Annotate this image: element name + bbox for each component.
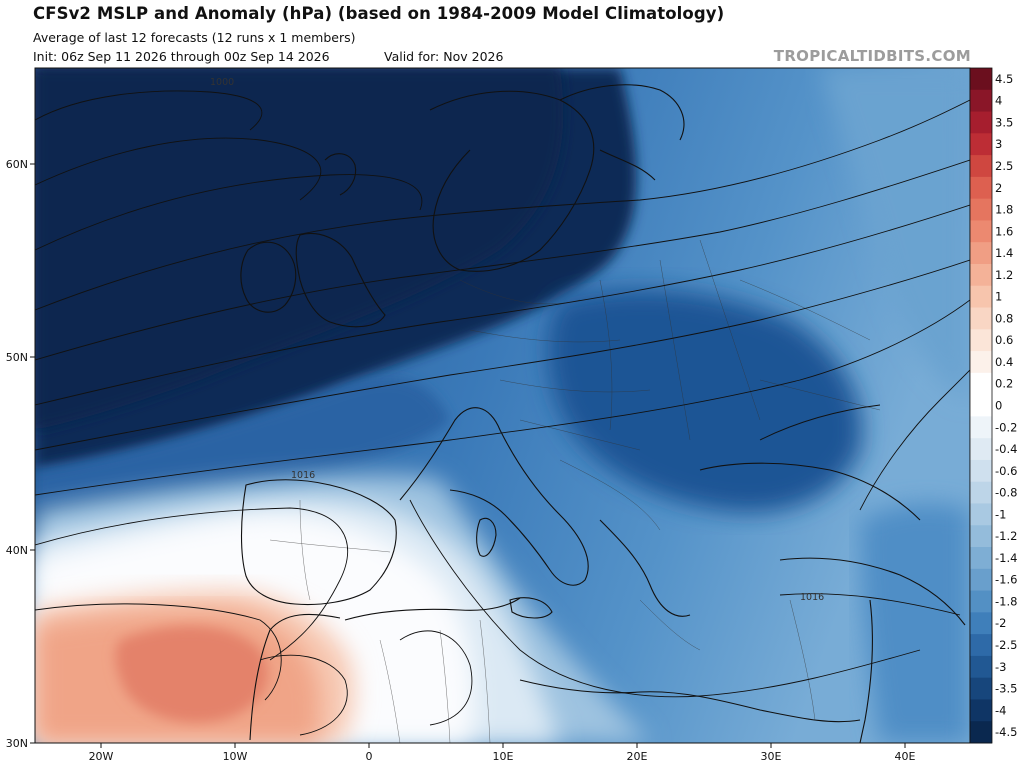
colorbar-label: -4.5: [995, 725, 1017, 739]
colorbar-label: -1.2: [995, 529, 1017, 543]
colorbar-label: 1.8: [995, 203, 1013, 217]
colorbar-label: -4: [995, 703, 1006, 717]
colorbar-label: 4: [995, 94, 1002, 108]
colorbar-label: -3.5: [995, 682, 1017, 696]
lat-label-50n: 50N: [6, 351, 28, 364]
colorbar-swatch: [970, 263, 992, 287]
colorbar-swatch: [970, 503, 992, 526]
colorbar-label: -2: [995, 616, 1006, 630]
colorbar-label: -1: [995, 507, 1006, 521]
colorbar-label: 3: [995, 137, 1002, 151]
lon-label-20e: 20E: [627, 750, 648, 763]
colorbar-swatch: [970, 525, 992, 548]
colorbar-swatch: [970, 155, 992, 178]
lat-label-40n: 40N: [6, 544, 28, 557]
colorbar-label: -1.8: [995, 594, 1017, 608]
lon-label-30e: 30E: [761, 750, 782, 763]
colorbar-label: -2.5: [995, 638, 1017, 652]
lat-label-60n: 60N: [6, 158, 28, 171]
colorbar-label: 4.5: [995, 72, 1013, 86]
colorbar-swatch: [970, 547, 992, 570]
colorbar-swatch: [970, 481, 992, 504]
colorbar-swatch: [970, 612, 992, 635]
admin-borders: [269, 239, 881, 743]
isobars: [35, 90, 970, 736]
colorbar-swatch: [970, 372, 992, 396]
isobar-label-1000: 1000: [210, 77, 234, 88]
colorbar-label: 0: [995, 399, 1002, 413]
colorbar-swatch: [970, 699, 992, 722]
colorbar-swatch: [970, 438, 992, 461]
colorbar-swatch: [970, 351, 992, 374]
colorbar-swatch: [970, 89, 992, 113]
colorbar-swatch: [970, 677, 992, 700]
colorbar-label: 1.6: [995, 224, 1013, 238]
lon-label-10w: 10W: [223, 750, 248, 763]
colorbar-label: 0.8: [995, 311, 1013, 325]
colorbar-swatch: [970, 307, 992, 330]
chart-subtitle: Average of last 12 forecasts (12 runs x …: [33, 30, 356, 45]
lon-label-10e: 10E: [493, 750, 514, 763]
colorbar-swatch: [970, 634, 992, 657]
coastlines: [240, 84, 966, 743]
colorbar-label: 0.2: [995, 377, 1013, 391]
colorbar-swatch: [970, 655, 992, 679]
colorbar-swatch: [970, 329, 992, 352]
init-time: Init: 06z Sep 11 2026 through 00z Sep 14…: [33, 49, 330, 64]
colorbar-swatch: [970, 220, 992, 243]
colorbar-label: -0.6: [995, 464, 1017, 478]
colorbar-label: 2: [995, 181, 1002, 195]
colorbar-label: -0.8: [995, 486, 1017, 500]
colorbar-label: -3: [995, 660, 1006, 674]
colorbar-swatch: [970, 176, 992, 200]
colorbar-swatch: [970, 68, 992, 91]
colorbar-label: -0.2: [995, 420, 1017, 434]
lat-label-30n: 30N: [6, 737, 28, 750]
lon-label-20w: 20W: [89, 750, 114, 763]
colorbar-swatch: [970, 285, 992, 309]
isobar-label-1016-west: 1016: [291, 470, 315, 481]
colorbar-swatch: [970, 416, 992, 439]
lon-label-0: 0: [366, 750, 373, 763]
colorbar-swatch: [970, 242, 992, 265]
colorbar-label: 0.6: [995, 333, 1013, 347]
colorbar-swatch: [970, 198, 992, 221]
colorbar-label: -1.4: [995, 551, 1017, 565]
colorbar-label: -0.4: [995, 442, 1017, 456]
valid-time: Valid for: Nov 2026: [384, 49, 504, 64]
colorbar-frame: [969, 67, 993, 744]
colorbar: 4.5 4 3.5 3 2.5 2 1.8 1.6 1.4 1.2 1 0.8 0.6 0.4 0.2 0 -0…: [969, 67, 1017, 744]
colorbar-swatch: [970, 568, 992, 592]
colorbar-label: -1.6: [995, 573, 1017, 587]
colorbar-swatch: [970, 721, 992, 744]
brand-watermark: TROPICALTIDBITS.COM: [773, 47, 971, 65]
colorbar-swatch: [970, 590, 992, 613]
chart-title: CFSv2 MSLP and Anomaly (hPa) (based on 1…: [33, 4, 725, 23]
colorbar-swatch: [970, 133, 992, 156]
colorbar-swatch: [970, 111, 992, 134]
longitude-axis: [100, 743, 906, 748]
colorbar-label: 1: [995, 290, 1002, 304]
colorbar-swatch: [970, 459, 992, 483]
colorbar-swatch: [970, 394, 992, 417]
latitude-axis: [30, 163, 35, 744]
anomaly-field: [35, 68, 970, 743]
colorbar-label: 1.2: [995, 268, 1013, 282]
colorbar-label: 2.5: [995, 159, 1013, 173]
colorbar-label: 1.4: [995, 246, 1013, 260]
colorbar-label: 0.4: [995, 355, 1013, 369]
colorbar-label: 3.5: [995, 115, 1013, 129]
lon-label-40e: 40E: [895, 750, 916, 763]
isobar-label-1016-east: 1016: [800, 592, 824, 603]
